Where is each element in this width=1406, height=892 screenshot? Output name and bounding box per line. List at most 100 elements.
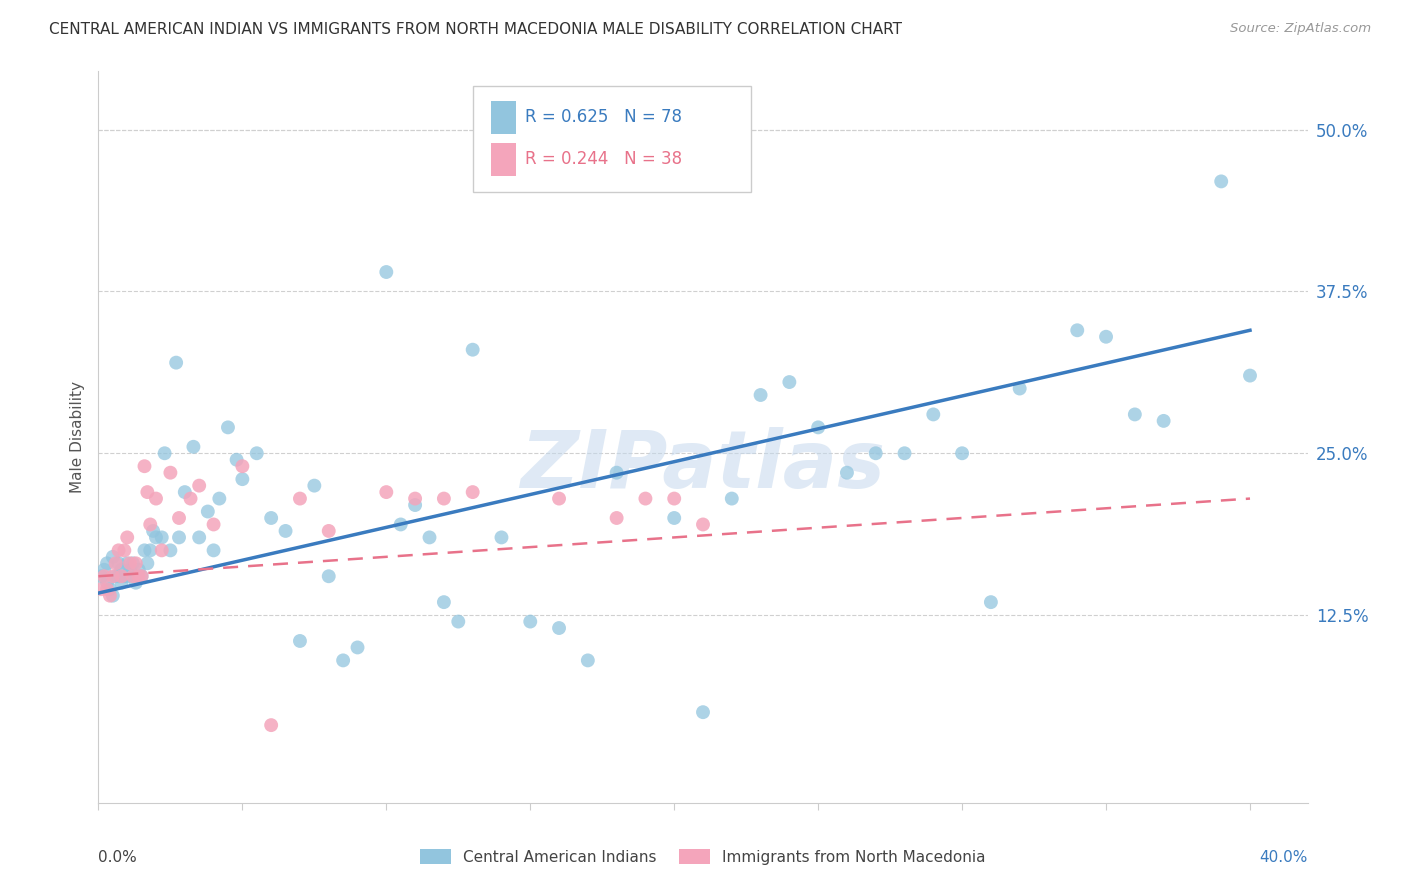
Point	[101, 569, 124, 583]
Point	[128, 569, 150, 583]
Point	[332, 653, 354, 667]
Point	[274, 524, 297, 538]
Point	[692, 705, 714, 719]
Point	[375, 265, 398, 279]
Point	[125, 557, 148, 571]
Point	[461, 485, 484, 500]
Point	[576, 653, 599, 667]
Point	[115, 557, 138, 571]
Point	[165, 356, 187, 370]
Point	[664, 491, 686, 506]
Point	[188, 530, 211, 544]
Point	[98, 589, 121, 603]
Point	[96, 582, 118, 597]
Point	[634, 491, 657, 506]
Point	[318, 524, 340, 538]
Point	[950, 446, 973, 460]
Point	[125, 575, 148, 590]
Point	[217, 420, 239, 434]
Legend: Central American Indians, Immigrants from North Macedonia: Central American Indians, Immigrants fro…	[420, 848, 986, 864]
Point	[606, 511, 628, 525]
Point	[183, 440, 205, 454]
Text: CENTRAL AMERICAN INDIAN VS IMMIGRANTS FROM NORTH MACEDONIA MALE DISABILITY CORRE: CENTRAL AMERICAN INDIAN VS IMMIGRANTS FR…	[49, 22, 903, 37]
Point	[120, 563, 142, 577]
Point	[1211, 174, 1233, 188]
Point	[90, 569, 112, 583]
Point	[136, 557, 159, 571]
Point	[208, 491, 231, 506]
Point	[150, 543, 173, 558]
Point	[260, 511, 283, 525]
Point	[606, 466, 628, 480]
Point	[548, 491, 571, 506]
Point	[519, 615, 541, 629]
Point	[288, 634, 311, 648]
Point	[318, 569, 340, 583]
Point	[96, 557, 118, 571]
Point	[260, 718, 283, 732]
Point	[107, 557, 129, 571]
Point	[807, 420, 830, 434]
Point	[980, 595, 1002, 609]
Point	[120, 557, 142, 571]
Point	[159, 543, 181, 558]
Point	[375, 485, 398, 500]
Bar	[492, 143, 516, 176]
Point	[1153, 414, 1175, 428]
Point	[1123, 408, 1146, 422]
Text: 40.0%: 40.0%	[1260, 850, 1308, 865]
Point	[1095, 330, 1118, 344]
Y-axis label: Male Disability: Male Disability	[70, 381, 86, 493]
Text: R = 0.244   N = 38: R = 0.244 N = 38	[526, 150, 682, 168]
Point	[173, 485, 195, 500]
Point	[433, 491, 456, 506]
Point	[93, 563, 115, 577]
Point	[112, 543, 135, 558]
Point	[131, 569, 153, 583]
Point	[159, 466, 181, 480]
Point	[778, 375, 800, 389]
Point	[112, 569, 135, 583]
Point	[98, 582, 121, 597]
Point	[115, 530, 138, 544]
Point	[491, 530, 513, 544]
Point	[304, 478, 326, 492]
Point	[145, 530, 167, 544]
Point	[142, 524, 165, 538]
Point	[93, 569, 115, 583]
Point	[202, 517, 225, 532]
Point	[720, 491, 742, 506]
Point	[110, 569, 132, 583]
Bar	[492, 101, 516, 134]
Point	[150, 530, 173, 544]
Point	[167, 530, 190, 544]
Point	[404, 498, 426, 512]
Point	[231, 472, 253, 486]
Text: R = 0.625   N = 78: R = 0.625 N = 78	[526, 109, 682, 127]
Point	[188, 478, 211, 492]
Point	[136, 485, 159, 500]
Point	[433, 595, 456, 609]
Point	[664, 511, 686, 525]
Point	[90, 582, 112, 597]
Text: ZIPatlas: ZIPatlas	[520, 427, 886, 506]
Point	[246, 446, 269, 460]
Point	[115, 569, 138, 583]
Point	[128, 563, 150, 577]
Point	[225, 452, 247, 467]
Point	[104, 557, 127, 571]
Point	[418, 530, 440, 544]
Point	[1066, 323, 1088, 337]
Point	[1239, 368, 1261, 383]
Point	[461, 343, 484, 357]
Point	[139, 517, 162, 532]
Point	[389, 517, 412, 532]
Point	[749, 388, 772, 402]
Point	[101, 589, 124, 603]
Point	[107, 543, 129, 558]
Text: 0.0%: 0.0%	[98, 850, 138, 865]
Point	[1008, 382, 1031, 396]
Point	[139, 543, 162, 558]
Point	[145, 491, 167, 506]
Point	[404, 491, 426, 506]
